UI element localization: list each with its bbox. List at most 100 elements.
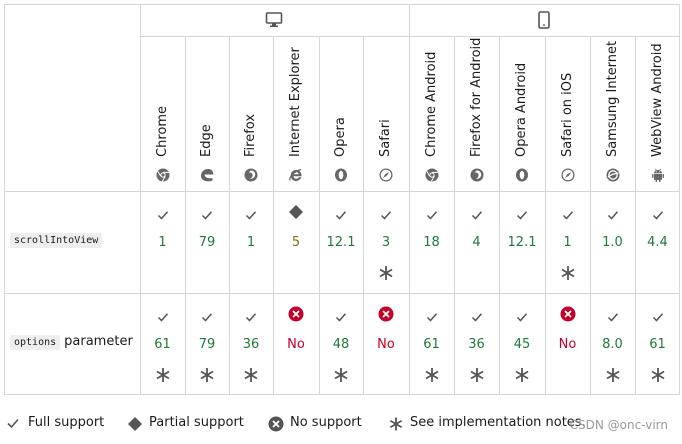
- feature-name[interactable]: options parameter: [10, 334, 133, 350]
- version-number: 12.1: [507, 235, 537, 250]
- support-cell-full[interactable]: [201, 308, 213, 327]
- support-cell-full[interactable]: [516, 206, 528, 225]
- browser-label: Safari: [378, 119, 393, 157]
- grid-line: [229, 36, 230, 395]
- check-icon: [607, 313, 618, 322]
- browser-logo: [515, 167, 529, 182]
- implementation-note: [424, 367, 440, 387]
- partial-support-icon: [128, 417, 142, 431]
- grid-line: [499, 36, 500, 395]
- support-cell-none[interactable]: [560, 306, 576, 326]
- feature-code: scrollIntoView: [10, 233, 103, 248]
- asterisk-icon: [425, 368, 438, 382]
- version-number: 48: [332, 337, 350, 352]
- support-cell-none[interactable]: [288, 306, 304, 326]
- browser-label: Opera Android: [514, 62, 529, 157]
- support-cell-full[interactable]: [471, 308, 483, 327]
- check-icon: [471, 313, 482, 322]
- opera-icon: [516, 168, 528, 182]
- check-icon: [157, 313, 168, 322]
- support-cell-full[interactable]: [335, 206, 347, 225]
- support-cell-partial[interactable]: [288, 204, 304, 224]
- implementation-note: [650, 367, 666, 387]
- version-number: 61: [423, 337, 440, 352]
- support-cell-full[interactable]: [562, 206, 574, 225]
- browser-logo: [289, 167, 303, 181]
- version-number: 45: [513, 337, 531, 352]
- asterisk-icon: [244, 368, 258, 382]
- support-cell-full[interactable]: [426, 308, 438, 327]
- browser-logo: [379, 167, 393, 182]
- grid-line: [140, 4, 141, 395]
- desktop-icon: [265, 12, 283, 27]
- grid-line: [4, 394, 680, 395]
- version-number: 4.4: [647, 235, 668, 250]
- grid-line: [363, 36, 364, 395]
- version-number: 1: [246, 235, 256, 250]
- mobile-icon: [538, 11, 550, 29]
- browser-logo: [470, 167, 484, 182]
- samsung-icon: [606, 168, 619, 182]
- support-cell-full[interactable]: [201, 206, 213, 225]
- support-cell-full[interactable]: [245, 206, 257, 225]
- version-number: 4: [472, 235, 481, 250]
- support-cell-none[interactable]: [378, 306, 394, 326]
- check-icon: [607, 211, 618, 220]
- legend-partial-label: Partial support: [149, 415, 244, 430]
- version-number: 8.0: [602, 337, 623, 352]
- asterisk-icon: [389, 417, 403, 431]
- support-cell-full[interactable]: [652, 206, 664, 225]
- version-number: No: [287, 337, 305, 352]
- browser-label: Edge: [199, 124, 214, 157]
- support-cell-full[interactable]: [380, 206, 392, 225]
- support-cell-full[interactable]: [426, 206, 438, 225]
- support-cell-full[interactable]: [607, 206, 619, 225]
- support-cell-full[interactable]: [516, 308, 528, 327]
- support-cell-full[interactable]: [157, 308, 169, 327]
- support-cell-full[interactable]: [245, 308, 257, 327]
- feature-name[interactable]: scrollIntoView: [10, 232, 106, 248]
- browser-label: Chrome Android: [423, 51, 439, 157]
- check-icon: [516, 211, 528, 220]
- no-support-icon: [560, 306, 575, 322]
- grid-line: [635, 36, 636, 395]
- support-cell-full[interactable]: [157, 206, 169, 225]
- legend-notes-label: See implementation notes.: [410, 415, 586, 430]
- browser-label: Firefox: [243, 113, 258, 157]
- browser-label: Internet Explorer: [288, 47, 303, 157]
- feature-suffix: parameter: [64, 334, 133, 349]
- firefox-icon: [244, 168, 258, 182]
- asterisk-icon: [200, 368, 214, 382]
- grid-line: [4, 293, 680, 294]
- grid-line: [679, 4, 680, 395]
- support-cell-full[interactable]: [607, 308, 619, 327]
- check-icon: [245, 313, 257, 322]
- watermark: CSDN @onc-virn: [569, 418, 668, 432]
- browser-logo: [651, 167, 665, 182]
- version-number: 3: [381, 235, 391, 250]
- support-cell-full[interactable]: [471, 206, 483, 225]
- safari-icon: [561, 168, 574, 182]
- safari-icon: [379, 168, 393, 182]
- asterisk-icon: [606, 368, 619, 382]
- ie-icon: [289, 168, 302, 181]
- version-number: 5: [291, 235, 301, 250]
- version-number: No: [558, 337, 577, 352]
- asterisk-icon: [651, 368, 664, 382]
- browser-label: Opera: [333, 117, 348, 157]
- support-cell-full[interactable]: [335, 308, 347, 327]
- check-icon: [157, 211, 168, 220]
- feature-code: options: [10, 335, 61, 350]
- version-number: 61: [649, 337, 666, 352]
- check-icon: [245, 211, 257, 220]
- implementation-note: [378, 265, 394, 285]
- version-number: 1.0: [602, 235, 623, 250]
- check-icon: [201, 211, 213, 220]
- check-icon: [562, 211, 573, 220]
- check-icon: [380, 211, 392, 220]
- asterisk-icon: [470, 368, 483, 382]
- grid-line: [4, 4, 680, 5]
- support-cell-full[interactable]: [652, 308, 664, 327]
- browser-logo: [606, 167, 620, 182]
- version-number: 79: [198, 337, 216, 352]
